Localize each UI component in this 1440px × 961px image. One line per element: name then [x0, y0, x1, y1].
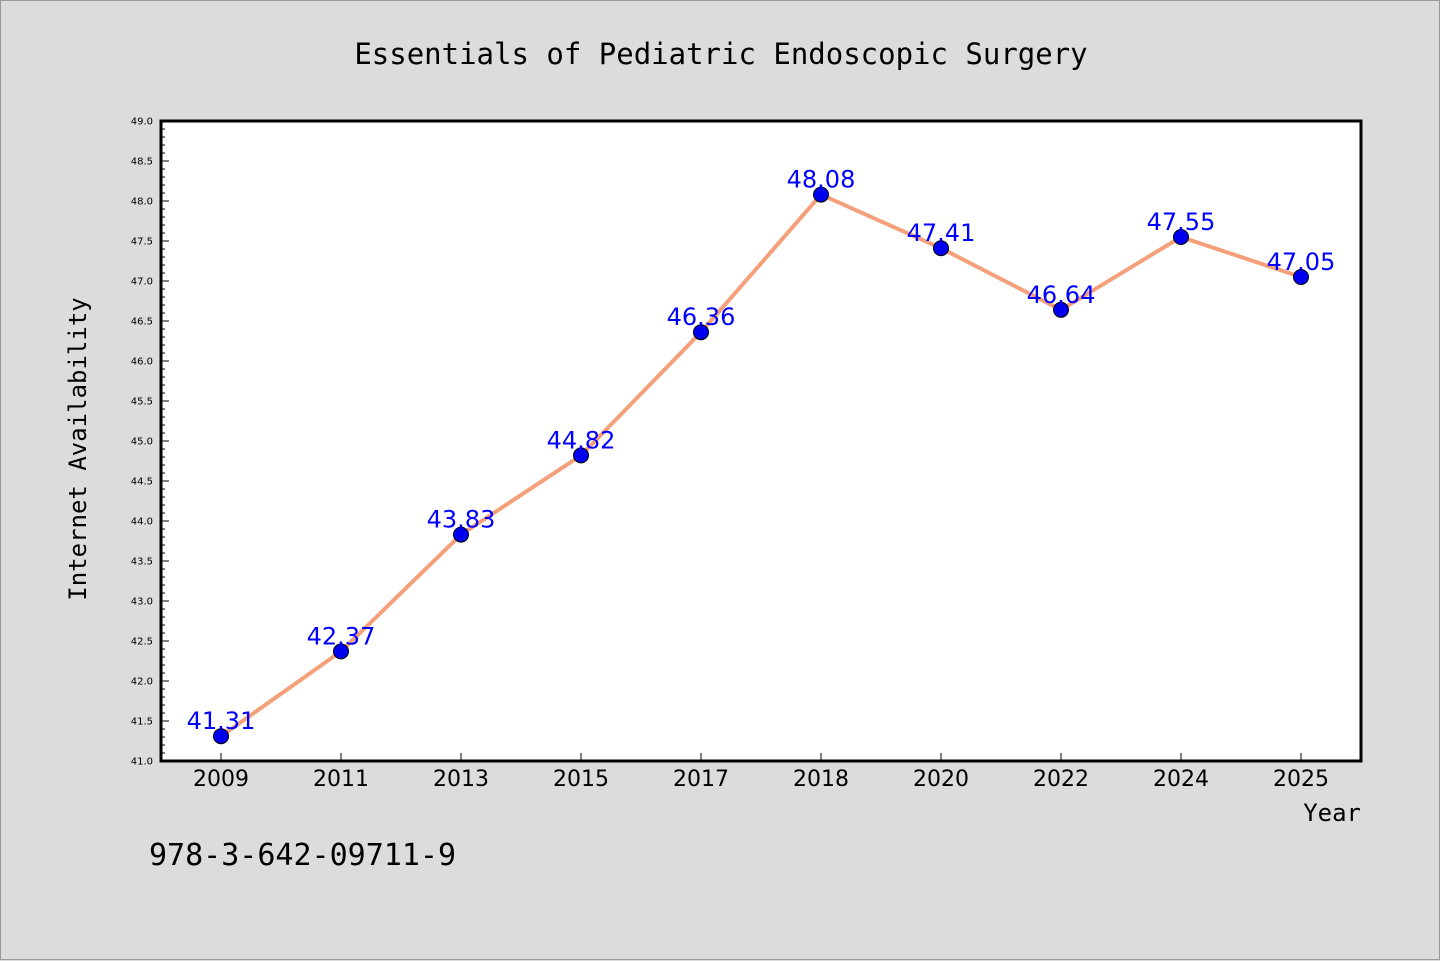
series-line: [219, 192, 1303, 739]
data-label: 47.55: [1147, 208, 1216, 236]
y-tick-label: 44.0: [131, 517, 153, 528]
isbn-text: 978-3-642-09711-9: [149, 838, 456, 873]
data-label: 44.82: [547, 426, 616, 454]
y-tick-label: 42.5: [131, 637, 153, 648]
y-tick-label: 41.0: [131, 757, 153, 768]
data-label: 41.31: [187, 707, 256, 735]
data-point: [1293, 269, 1309, 285]
x-tick-label: 2025: [1273, 767, 1329, 792]
data-label: 43.83: [427, 506, 496, 534]
y-tick-label: 43.5: [131, 557, 153, 568]
data-label: 47.05: [1267, 248, 1336, 276]
y-tick-label: 49.0: [131, 117, 153, 128]
y-axis-label: Internet Availability: [64, 297, 92, 600]
data-point: [813, 186, 829, 203]
x-tick-label: 2018: [793, 767, 849, 792]
data-point: [1053, 301, 1069, 318]
y-tick-label: 47.0: [131, 277, 153, 288]
y-tick-label: 47.5: [131, 237, 153, 248]
x-axis-label: Year: [1303, 799, 1361, 827]
y-tick-label: 41.5: [131, 717, 153, 728]
data-point: [933, 240, 949, 257]
data-point: [453, 526, 469, 543]
y-tick-label: 42.0: [131, 677, 153, 688]
y-tick-label: 46.0: [131, 357, 153, 368]
x-axis: 2009 2011 2013 2015 2017 2018 2020 2022 2024 2025: [193, 753, 1329, 792]
chart-title: Essentials of Pediatric Endoscopic Surge…: [354, 37, 1087, 71]
x-tick-label: 2009: [193, 767, 249, 792]
data-label: 48.08: [787, 166, 856, 194]
y-tick-label: 45.5: [131, 397, 153, 408]
y-tick-label: 44.5: [131, 477, 153, 488]
y-tick-label: 48.0: [131, 197, 153, 208]
plot-area: [161, 121, 1361, 761]
x-tick-label: 2020: [913, 767, 969, 792]
data-label: 46.64: [1027, 281, 1096, 309]
data-point: [333, 643, 349, 660]
y-tick-label: 43.0: [131, 597, 153, 608]
x-tick-label: 2011: [313, 767, 369, 792]
y-tick-label: 45.0: [131, 437, 153, 448]
data-point: [693, 324, 709, 341]
x-tick-label: 2013: [433, 767, 489, 792]
data-point: [213, 728, 229, 745]
x-tick-label: 2017: [673, 767, 729, 792]
data-point: [1173, 229, 1189, 245]
x-tick-label: 2015: [553, 767, 609, 792]
data-label: 46.36: [667, 303, 736, 331]
data-point: [573, 447, 589, 464]
data-label: 42.37: [307, 622, 376, 650]
y-tick-label: 46.5: [131, 317, 153, 328]
y-tick-label: 48.5: [131, 157, 153, 168]
x-tick-label: 2024: [1153, 767, 1209, 792]
data-label: 47.41: [907, 219, 976, 247]
plot-border: [159, 119, 1363, 763]
series-group: 41.31 42.37 43.83 44.82 46.36 48.08 47.41 46.64…: [187, 166, 1336, 745]
x-tick-label: 2022: [1033, 767, 1089, 792]
